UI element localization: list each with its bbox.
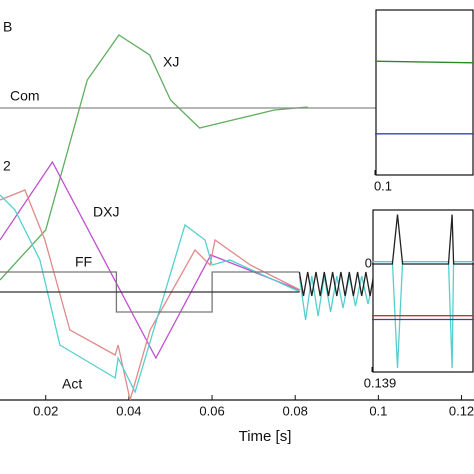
curve-label: FF [75, 254, 92, 270]
line-series [0, 189, 301, 401]
inset-frame [372, 209, 474, 373]
line-series [372, 261, 474, 369]
curve-label: B [3, 19, 12, 35]
x-axis-label: Time [s] [239, 428, 292, 445]
x-tick-label: 0.04 [116, 403, 141, 418]
x-tick-label: 0.08 [283, 403, 308, 418]
x-tick-label: 0.1 [369, 403, 387, 418]
inset-frame [375, 9, 474, 176]
curve-label: XJ [163, 54, 179, 70]
curve-label: Act [62, 376, 82, 392]
y-tick-label: 0 [365, 255, 372, 270]
line-series [0, 160, 300, 360]
line-series [372, 214, 474, 265]
curve-label: DXJ [93, 204, 119, 220]
x-tick-label: 0.12 [449, 403, 474, 418]
x-tick-label: 0.1 [374, 178, 392, 193]
x-tick-label: 0.02 [33, 403, 58, 418]
line-series [0, 194, 301, 394]
line-series [298, 271, 375, 297]
x-tick-label: 0.139 [364, 375, 397, 390]
curve-label: 2 [3, 158, 11, 174]
line-series [298, 275, 375, 321]
curve-label: Com [10, 88, 40, 104]
line-series [0, 34, 308, 281]
x-tick-label: 0.06 [199, 403, 224, 418]
line-series [374, 60, 474, 64]
line-series [0, 271, 300, 313]
